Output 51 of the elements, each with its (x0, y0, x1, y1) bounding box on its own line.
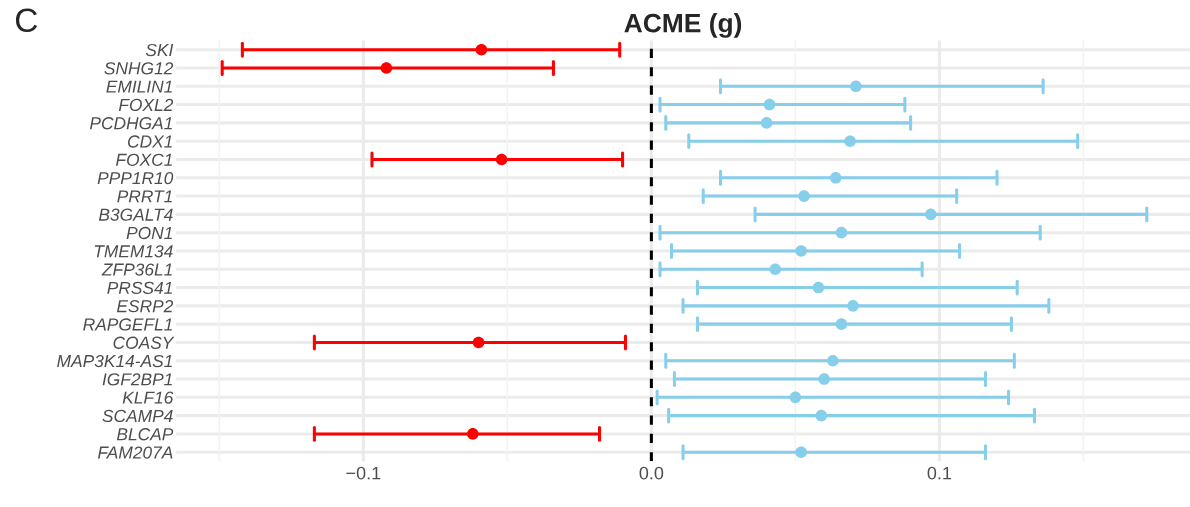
point (818, 373, 831, 385)
point (380, 62, 393, 74)
y-tick-label: KLF16 (122, 391, 174, 404)
point (835, 318, 848, 330)
chart-title: ACME (g) (624, 13, 742, 38)
point (495, 153, 508, 166)
y-tick-label: PCDHGA1 (89, 117, 172, 130)
x-tick-label: 0.1 (927, 466, 952, 480)
point (812, 281, 825, 294)
y-tick-label: RAPGEFL1 (83, 318, 172, 331)
y-tick-label: FOXL2 (118, 98, 174, 112)
point (763, 98, 776, 111)
y-tick-label: FAM207A (97, 446, 173, 459)
point (835, 226, 848, 239)
y-tick-label: EMILIN1 (106, 80, 172, 93)
y-tick-label: ZFP36L1 (101, 263, 172, 276)
y-tick-label: B3GALT4 (98, 208, 173, 221)
y-tick-label: ESRP2 (116, 300, 174, 313)
point (769, 263, 782, 276)
y-tick-label: TMEM134 (94, 245, 173, 258)
point (789, 391, 802, 404)
y-tick-label: IGF2BP1 (102, 373, 172, 386)
point (827, 354, 839, 367)
y-tick-label: PON1 (126, 226, 172, 240)
point (466, 428, 479, 440)
point (475, 43, 488, 56)
y-tick-label: MAP3K14-AS1 (57, 354, 172, 368)
y-tick-label: SKI (145, 43, 174, 57)
y-tick-label: SCAMP4 (102, 409, 173, 423)
point (798, 190, 810, 202)
point (760, 117, 773, 129)
y-tick-label: PRSS41 (107, 281, 172, 295)
point (795, 245, 807, 257)
point (924, 208, 937, 221)
y-tick-label: PPP1R10 (97, 171, 174, 185)
x-tick-label: 0.0 (639, 466, 664, 480)
y-tick-label: SNHG12 (104, 62, 174, 75)
y-tick-label: BLCAP (116, 428, 174, 441)
x-tick-label: −0.1 (346, 466, 381, 480)
point (847, 300, 859, 312)
point (815, 409, 828, 422)
y-tick-label: COASY (113, 336, 175, 349)
y-tick-label: CDX1 (127, 135, 172, 148)
text: C (15, 8, 38, 33)
y-tick-label: FOXC1 (116, 153, 172, 166)
point (829, 171, 842, 184)
y-tick-label: PRRT1 (117, 190, 172, 203)
point (472, 336, 485, 349)
point (795, 446, 807, 459)
point (844, 135, 856, 147)
point (850, 80, 862, 93)
